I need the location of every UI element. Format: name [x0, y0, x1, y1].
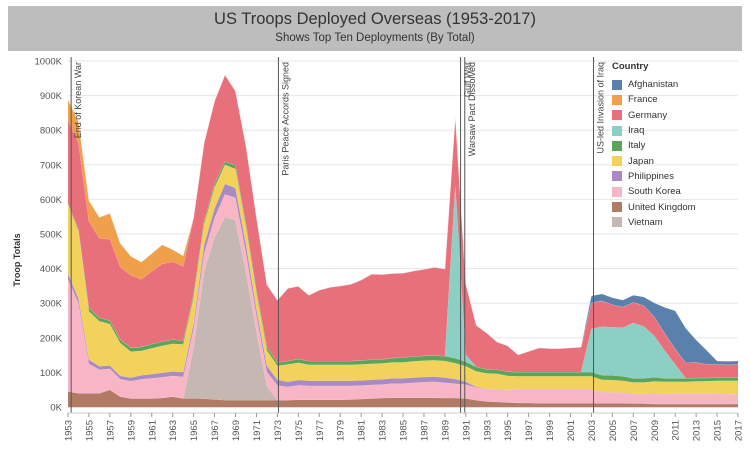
legend-item-germany[interactable]: Germany — [612, 108, 744, 123]
legend-swatch — [612, 217, 622, 228]
legend: Country Afghanistan France Germany Iraq Ital… — [612, 61, 744, 230]
x-tick-label: 1983 — [378, 420, 389, 441]
x-tick-label: 1967 — [210, 420, 221, 441]
chart-header: US Troops Deployed Overseas (1953-2017) … — [8, 6, 742, 51]
legend-label: Japan — [628, 155, 654, 167]
y-axis: 0K 100K 200K 300K 400K 500K 600K 700K 800K 900K 10… — [35, 57, 63, 414]
area-united-kingdom — [68, 389, 738, 407]
x-tick-label: 1961 — [147, 420, 158, 441]
x-tick-label: 2015 — [713, 420, 724, 441]
area-vietnam — [68, 216, 738, 404]
legend-label: Philippines — [628, 170, 674, 182]
x-tick-label: 1959 — [126, 420, 137, 441]
chart-title: US Troops Deployed Overseas (1953-2017) — [214, 10, 536, 28]
legend-label: Afghanistan — [628, 79, 679, 91]
y-tick-label: 600K — [40, 195, 63, 206]
x-tick-label: 1965 — [189, 420, 200, 441]
legend-item-afghanistan[interactable]: Afghanistan — [612, 77, 744, 92]
legend-swatch — [612, 186, 622, 197]
legend-item-philippines[interactable]: Philippines — [612, 169, 744, 184]
x-tick-label: 2003 — [587, 420, 598, 441]
y-tick-label: 200K — [40, 333, 63, 344]
x-tick-label: 1991 — [461, 420, 472, 441]
y-tick-label: 300K — [40, 299, 63, 310]
x-tick-label: 2001 — [566, 420, 577, 441]
legend-item-france[interactable]: France — [612, 92, 744, 107]
x-tick-label: 2007 — [629, 420, 640, 441]
legend-swatch — [612, 110, 622, 121]
legend-label: France — [628, 94, 658, 106]
y-tick-label: 0K — [50, 403, 62, 414]
legend-title: Country — [612, 61, 649, 72]
x-tick-label: 1973 — [273, 420, 284, 441]
annotation-label: End of Korean War — [73, 62, 83, 138]
y-tick-label: 100K — [40, 368, 63, 379]
x-tick-label: 2013 — [692, 420, 703, 441]
legend-swatch — [612, 171, 622, 182]
legend-label: Italy — [628, 140, 646, 152]
x-tick-label: 1989 — [440, 420, 451, 441]
legend-swatch — [612, 156, 622, 167]
x-axis: 1953 1955 1957 1959 1961 1963 1965 1967 1969 1971… — [64, 412, 745, 441]
y-tick-label: 1000K — [35, 57, 63, 68]
x-tick-label: 2005 — [608, 420, 619, 441]
x-tick-label: 1981 — [357, 420, 368, 441]
x-tick-label: 1957 — [105, 420, 116, 441]
annotation-label: Paris Peace Accords Signed — [280, 62, 290, 176]
x-tick-label: 2009 — [650, 420, 661, 441]
legend-label: United Kingdom — [628, 201, 696, 213]
legend-item-vietnam[interactable]: Vietnam — [612, 215, 744, 230]
legend-label: South Korea — [628, 186, 681, 198]
annotation-label: Gulf War — [463, 62, 473, 97]
legend-item-united-kingdom[interactable]: United Kingdom — [612, 199, 744, 214]
annotation-label: US-led Invasion of Iraq — [596, 62, 606, 154]
legend-label: Vietnam — [628, 216, 663, 228]
stacked-areas — [67, 74, 739, 407]
x-tick-label: 1955 — [84, 420, 95, 441]
annotation-label: Warsaw Pact Dissolved — [467, 62, 477, 156]
legend-item-italy[interactable]: Italy — [612, 138, 744, 153]
x-tick-label: 1995 — [503, 420, 514, 441]
legend-swatch — [612, 79, 622, 90]
x-tick-label: 2011 — [671, 420, 682, 440]
area-germany — [68, 74, 738, 379]
legend-item-japan[interactable]: Japan — [612, 153, 744, 168]
legend-label: Germany — [628, 109, 668, 121]
x-tick-label: 1999 — [545, 420, 556, 441]
legend-swatch — [612, 94, 622, 105]
y-tick-label: 400K — [40, 264, 63, 275]
x-tick-label: 2017 — [734, 420, 745, 441]
x-tick-label: 1953 — [64, 420, 75, 441]
legend-label: Iraq — [628, 125, 645, 137]
y-tick-label: 900K — [40, 91, 63, 102]
chart-subtitle: Shows Top Ten Deployments (By Total) — [275, 32, 475, 44]
x-tick-label: 1979 — [336, 420, 347, 441]
event-annotations: End of Korean War Paris Peace Accords Sig… — [70, 57, 606, 413]
y-tick-label: 700K — [40, 160, 63, 171]
area-edge-afghanistan — [67, 74, 739, 362]
y-tick-label: 800K — [40, 126, 63, 137]
x-tick-label: 1975 — [294, 420, 305, 441]
x-tick-label: 1971 — [252, 420, 263, 441]
legend-swatch — [612, 202, 622, 213]
area-afghanistan — [68, 74, 738, 365]
y-axis-label: Troop Totals — [12, 233, 22, 286]
area-japan — [68, 164, 738, 395]
x-tick-label: 1969 — [231, 420, 242, 441]
y-tick-label: 500K — [40, 230, 63, 241]
x-tick-label: 1997 — [524, 420, 535, 441]
x-tick-label: 1963 — [168, 420, 179, 441]
x-tick-label: 1987 — [419, 420, 430, 441]
legend-swatch — [612, 140, 622, 151]
x-tick-label: 1977 — [315, 420, 326, 441]
legend-item-south-korea[interactable]: South Korea — [612, 184, 744, 199]
legend-item-iraq[interactable]: Iraq — [612, 123, 744, 138]
x-tick-label: 1993 — [482, 420, 493, 441]
x-tick-label: 1985 — [399, 420, 410, 441]
area-south-korea — [68, 194, 738, 404]
legend-swatch — [612, 125, 622, 136]
